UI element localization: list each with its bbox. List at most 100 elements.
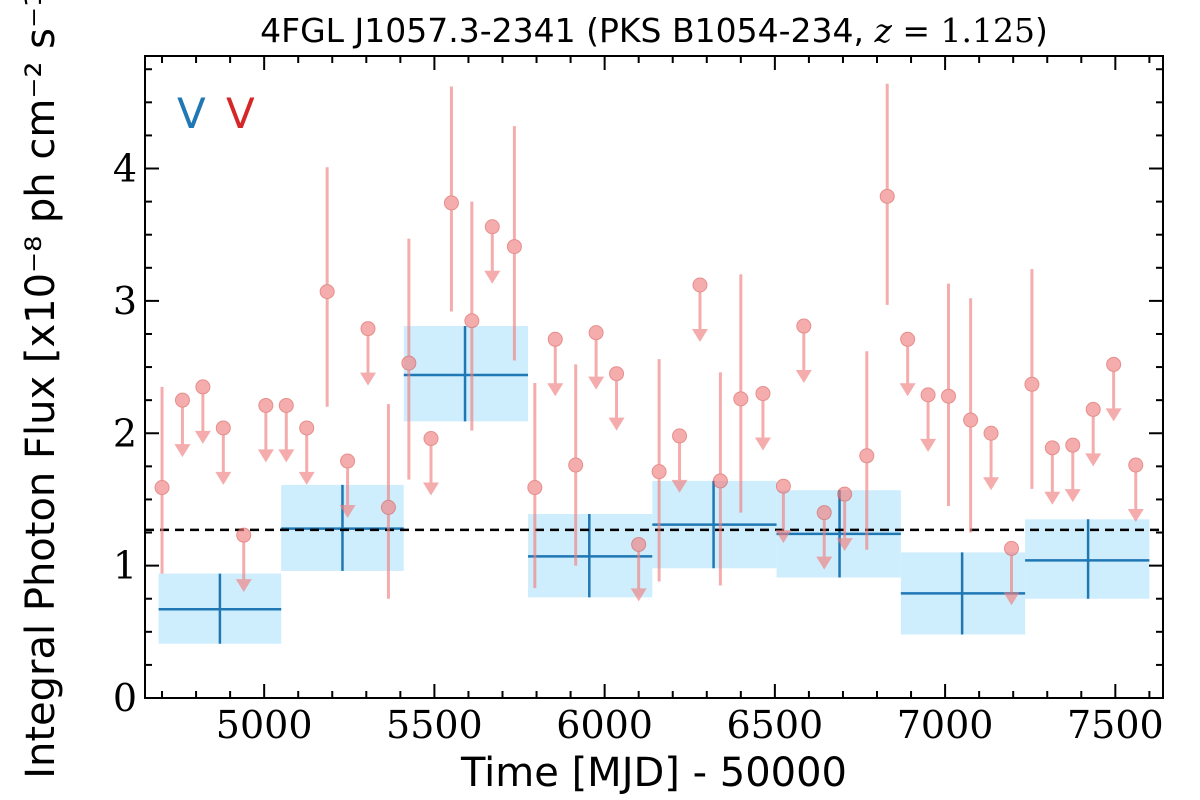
upper-limit-arrowhead bbox=[339, 505, 356, 519]
upper-limit-point bbox=[235, 527, 252, 593]
data-marker bbox=[195, 379, 211, 395]
upper-limit-arrowhead bbox=[298, 471, 315, 485]
data-marker bbox=[837, 486, 853, 502]
detection-point bbox=[1024, 269, 1040, 489]
upper-limit-point bbox=[278, 397, 295, 463]
data-marker bbox=[258, 397, 274, 413]
upper-limit-point bbox=[360, 321, 377, 386]
binned-series-layer bbox=[158, 326, 1150, 644]
upper-limit-arrowhead bbox=[174, 444, 191, 458]
upper-limit-point bbox=[547, 331, 564, 397]
data-marker bbox=[963, 412, 979, 428]
data-marker bbox=[527, 480, 543, 496]
legend-entry-1: V bbox=[177, 89, 206, 138]
data-marker bbox=[236, 527, 252, 543]
legend: V V bbox=[177, 89, 255, 138]
upper-limit-point bbox=[174, 392, 191, 458]
upper-limit-point bbox=[422, 431, 439, 496]
upper-limit-point bbox=[775, 478, 792, 544]
upper-limit-arrowhead bbox=[588, 376, 605, 390]
data-marker bbox=[547, 331, 563, 347]
x-axis-label: Time [MJD] - 50000 bbox=[460, 750, 847, 796]
data-marker bbox=[1128, 457, 1144, 473]
data-marker bbox=[360, 321, 376, 337]
detection-point bbox=[941, 283, 957, 507]
upper-limit-arrowhead bbox=[257, 449, 274, 463]
upper-limit-point bbox=[1127, 457, 1144, 522]
ticks-layer: 5000 5500 6000 6500 7000 7500 0 1 2 3 4 bbox=[113, 56, 1164, 747]
data-marker bbox=[1085, 401, 1101, 417]
x-tick-label: 6500 bbox=[727, 703, 824, 747]
data-marker bbox=[631, 536, 647, 552]
upper-limit-point bbox=[608, 366, 625, 431]
upper-limit-arrowhead bbox=[360, 372, 377, 386]
detection-point bbox=[443, 86, 459, 312]
upper-limit-point bbox=[899, 331, 916, 397]
detection-point bbox=[380, 404, 396, 599]
upper-limit-arrowhead bbox=[547, 383, 564, 397]
upper-limit-point bbox=[588, 325, 605, 390]
x-tick-label: 5000 bbox=[216, 703, 313, 747]
upper-limit-arrowhead bbox=[691, 328, 708, 342]
data-marker bbox=[174, 392, 190, 408]
upper-limit-point bbox=[671, 428, 688, 493]
upper-limit-arrowhead bbox=[1105, 408, 1122, 422]
data-marker bbox=[796, 318, 812, 334]
upper-limit-arrowhead bbox=[1044, 491, 1061, 505]
x-tick-label: 6000 bbox=[556, 703, 653, 747]
data-marker bbox=[775, 478, 791, 494]
data-marker bbox=[154, 480, 170, 496]
upper-limit-arrowhead bbox=[1127, 508, 1144, 522]
detection-point bbox=[401, 238, 417, 480]
data-marker bbox=[755, 386, 771, 402]
upper-limit-point bbox=[194, 379, 211, 444]
data-marker bbox=[920, 387, 936, 403]
detection-point bbox=[712, 372, 728, 586]
y-axis-label: Integral Photon Flux [x10⁻⁸ ph cm⁻² s⁻¹] bbox=[18, 0, 64, 779]
data-marker bbox=[423, 431, 439, 447]
plot-frame bbox=[144, 55, 1164, 699]
upper-limit-point bbox=[1064, 437, 1081, 503]
upper-limit-arrowhead bbox=[816, 556, 833, 570]
upper-limit-point bbox=[691, 277, 708, 342]
detection-point bbox=[527, 382, 543, 589]
data-marker bbox=[983, 425, 999, 441]
axes-layer bbox=[144, 55, 1164, 699]
data-marker bbox=[1044, 440, 1060, 456]
detection-point bbox=[879, 83, 895, 305]
x-tick-label: 5500 bbox=[386, 703, 483, 747]
detection-point bbox=[733, 274, 749, 513]
y-tick-label: 2 bbox=[113, 411, 137, 455]
upper-limit-point bbox=[630, 536, 647, 602]
data-marker bbox=[340, 453, 356, 469]
legend-entry-2: V bbox=[226, 89, 255, 138]
data-marker bbox=[712, 473, 728, 489]
data-marker bbox=[506, 239, 522, 255]
data-marker bbox=[484, 219, 500, 235]
upper-limit-arrowhead bbox=[422, 482, 439, 496]
data-marker bbox=[1003, 540, 1019, 556]
upper-limit-arrowhead bbox=[754, 437, 771, 451]
short-series-layer bbox=[154, 83, 1144, 606]
upper-limit-point bbox=[795, 318, 812, 383]
data-marker bbox=[1065, 437, 1081, 453]
data-marker bbox=[588, 325, 604, 341]
upper-limit-arrowhead bbox=[278, 449, 295, 463]
detection-point bbox=[506, 126, 522, 361]
detection-point bbox=[464, 201, 480, 431]
data-marker bbox=[816, 505, 832, 521]
chart-title: 4FGL J1057.3-2341 (PKS B1054-234, z = 1.… bbox=[260, 11, 1048, 50]
data-marker bbox=[278, 397, 294, 413]
data-marker bbox=[672, 428, 688, 444]
data-marker bbox=[651, 464, 667, 480]
y-tick-label: 0 bbox=[113, 676, 137, 720]
data-marker bbox=[609, 366, 625, 382]
data-marker bbox=[879, 188, 895, 204]
detection-point bbox=[319, 167, 335, 407]
data-marker bbox=[1024, 376, 1040, 392]
y-tick-label: 1 bbox=[113, 544, 137, 588]
upper-limit-point bbox=[215, 420, 232, 485]
upper-limit-point bbox=[983, 425, 1000, 491]
upper-limit-arrowhead bbox=[836, 538, 853, 552]
